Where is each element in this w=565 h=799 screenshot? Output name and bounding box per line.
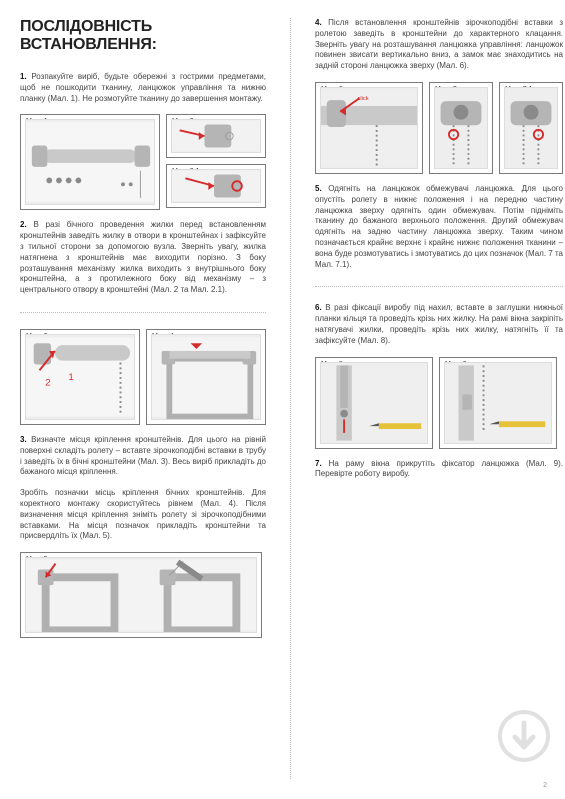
- step-5-num: 5.: [315, 184, 322, 193]
- figure-8-drawing: [320, 362, 428, 444]
- right-section-divider: [315, 286, 563, 287]
- figure-1-drawing: [25, 119, 155, 205]
- step-1-text: 1. Розпакуйте виріб, будьте обережні з г…: [20, 72, 266, 104]
- figure-5-drawing: [25, 557, 257, 633]
- figure-5: Мал. 5: [20, 552, 262, 638]
- step-5-body: Одягніть на ланцюжок обмежувачі ланцюжка…: [315, 184, 563, 269]
- figure-2-1: Мал. 2.1: [166, 164, 266, 208]
- step-4-num: 4.: [315, 18, 322, 27]
- page-title: ПОСЛІДОВНІСТЬ ВСТАНОВЛЕННЯ:: [20, 18, 266, 54]
- figure-6: Мал. 6 click: [315, 82, 423, 174]
- step-3-num: 3.: [20, 435, 27, 444]
- figure-3-drawing: 2 1: [25, 334, 135, 420]
- figure-4: Мал. 4: [146, 329, 266, 425]
- figure-2-drawing: [171, 119, 261, 153]
- click-label: click: [357, 96, 368, 102]
- step-6-num: 6.: [315, 303, 322, 312]
- step-3-text-b: Зробіть позначки місць кріплення бічних …: [20, 488, 266, 542]
- figure-row-3: Мал. 5: [20, 552, 266, 638]
- step-6-body: В разі фіксації виробу під нахил, вставт…: [315, 303, 563, 344]
- step-2-text: 2. В разі бічного проведення жилки перед…: [20, 220, 266, 296]
- step-2-num: 2.: [20, 220, 27, 229]
- figure-8: Мал. 8: [315, 357, 433, 449]
- step-6-text: 6. В разі фіксації виробу під нахил, вст…: [315, 303, 563, 346]
- step-4-body: Після встановлення кронштейнів зірочкопо…: [315, 18, 563, 70]
- figure-7-drawing: [434, 87, 488, 169]
- step-3-body: Визначте місця кріплення кронштейнів. Дл…: [20, 435, 266, 476]
- svg-text:1: 1: [68, 372, 73, 383]
- step-5-text: 5. Одягніть на ланцюжок обмежувачі ланцю…: [315, 184, 563, 270]
- instruction-page: ПОСЛІДОВНІСТЬ ВСТАНОВЛЕННЯ: 1. Розпакуйт…: [0, 0, 565, 799]
- figure-row-1: Мал. 1 Мал. 2: [20, 114, 266, 210]
- figure-2-1-drawing: [171, 169, 261, 203]
- column-divider: [290, 18, 291, 779]
- step-4-text: 4. Після встановлення кронштейнів зірочк…: [315, 18, 563, 72]
- figure-row-2: Мал. 3 2 1 Мал. 4: [20, 329, 266, 425]
- figure-3: Мал. 3 2 1: [20, 329, 140, 425]
- figure-4-drawing: [151, 334, 261, 420]
- left-section-divider: [20, 312, 266, 313]
- step-2-body: В разі бічного проведення жилки перед вс…: [20, 220, 266, 294]
- step-7-num: 7.: [315, 459, 322, 468]
- svg-text:2: 2: [45, 378, 50, 389]
- figure-9-drawing: [444, 362, 552, 444]
- step-7-body: На раму вікна прикрутіть фіксатор ланцюж…: [315, 459, 563, 479]
- step-7-text: 7. На раму вікна прикрутіть фіксатор лан…: [315, 459, 563, 481]
- left-column: ПОСЛІДОВНІСТЬ ВСТАНОВЛЕННЯ: 1. Розпакуйт…: [20, 18, 266, 779]
- step-1-num: 1.: [20, 72, 27, 81]
- figure-6-drawing: click: [320, 87, 418, 169]
- figure-7: Мал. 7: [429, 82, 493, 174]
- step-1-body: Розпакуйте виріб, будьте обережні з гост…: [20, 72, 266, 103]
- figure-2: Мал. 2: [166, 114, 266, 158]
- right-column: 4. Після встановлення кронштейнів зірочк…: [315, 18, 563, 779]
- watermark-icon: [497, 709, 551, 763]
- figure-row-4: Мал. 6 click Мал. 7: [315, 82, 563, 174]
- two-column-layout: ПОСЛІДОВНІСТЬ ВСТАНОВЛЕННЯ: 1. Розпакуйт…: [20, 18, 545, 779]
- page-number: 2: [543, 782, 547, 789]
- figure-9: Мал. 9: [439, 357, 557, 449]
- figure-1: Мал. 1: [20, 114, 160, 210]
- figure-7-1: Мал. 7.1: [499, 82, 563, 174]
- figure-row-5: Мал. 8 Мал. 9: [315, 357, 563, 449]
- figure-7-1-drawing: [504, 87, 558, 169]
- step-3-text: 3. Визначте місця кріплення кронштейнів.…: [20, 435, 266, 478]
